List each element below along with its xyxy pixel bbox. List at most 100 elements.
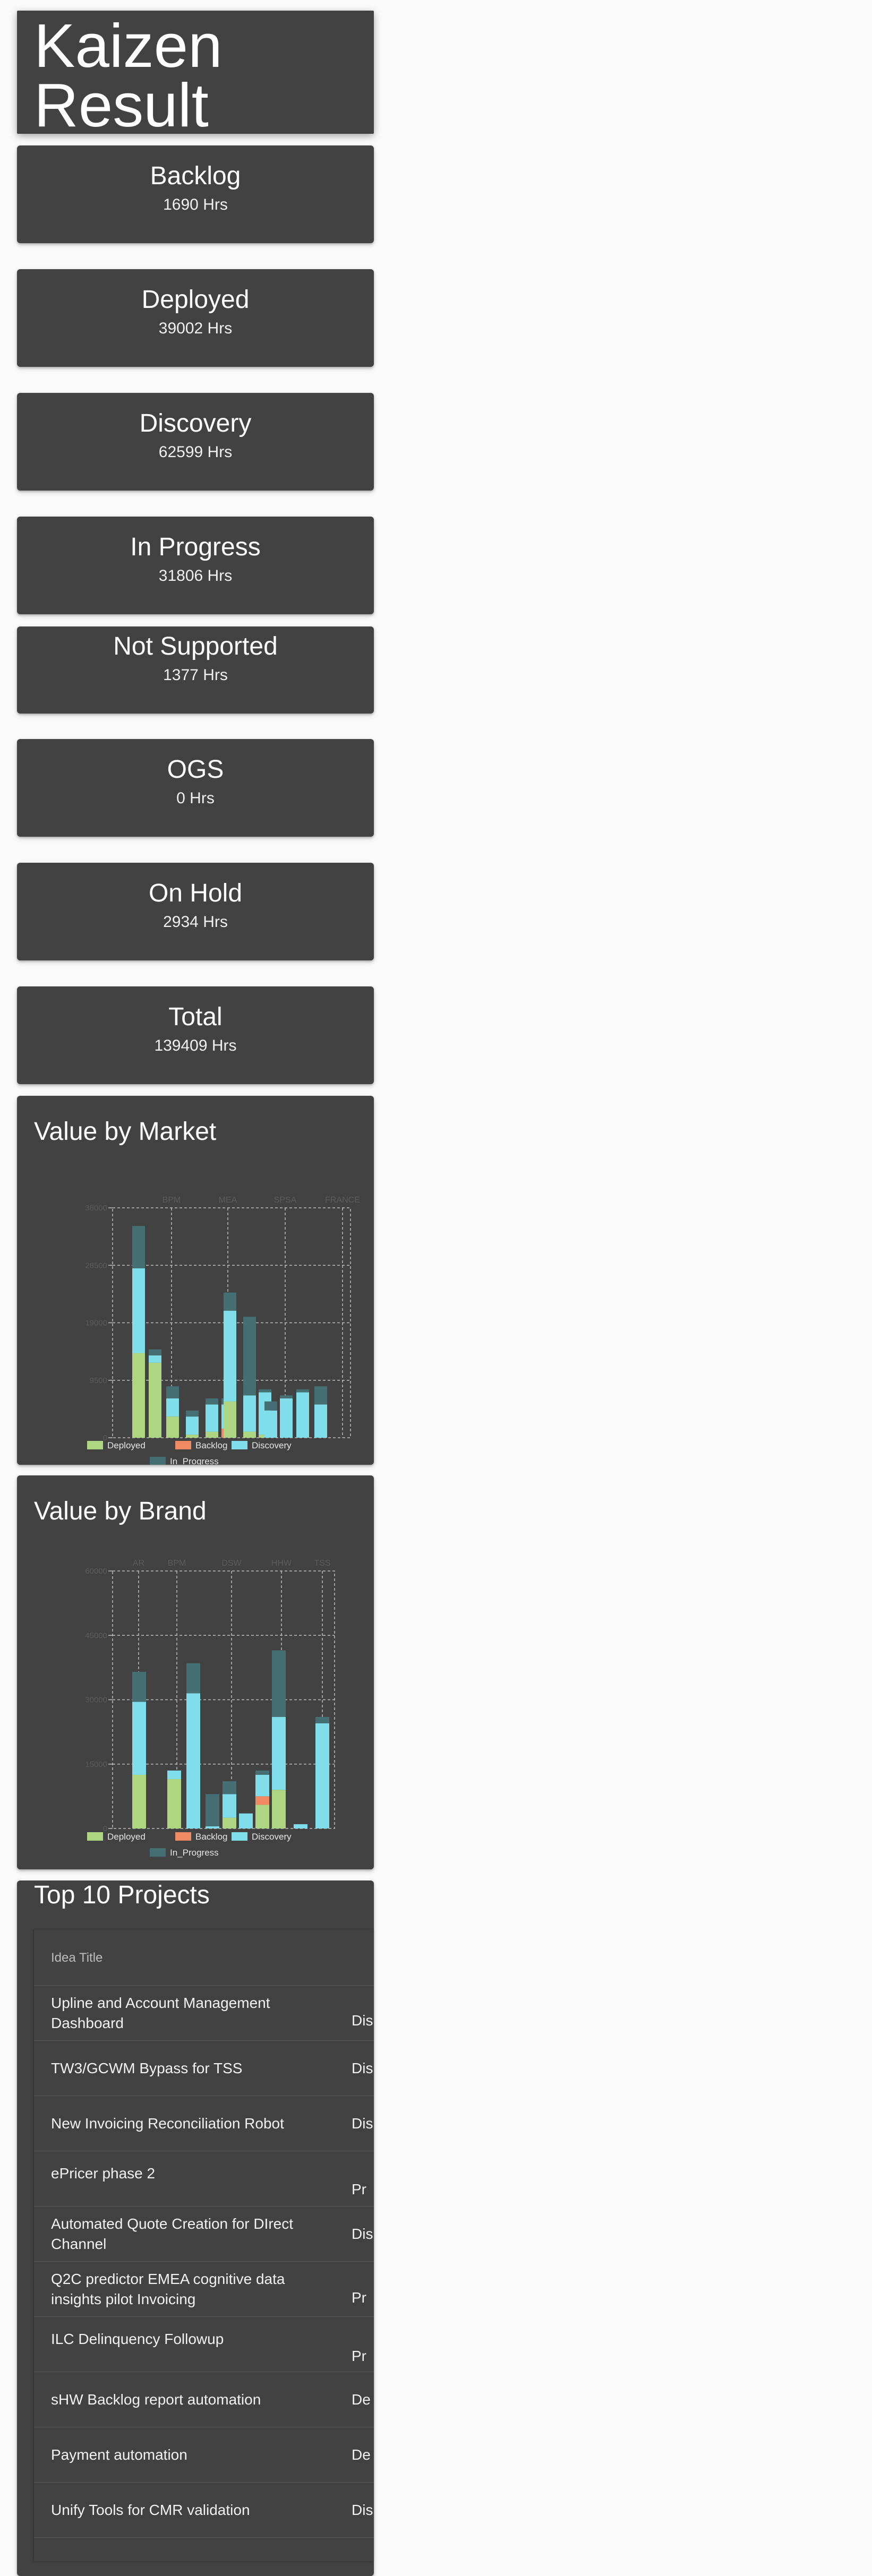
bar-segment-in-progress: [186, 1410, 199, 1417]
bar-segment-discovery: [206, 1826, 219, 1828]
stat-label: Total: [168, 1003, 223, 1031]
top-axis-label: SPSA: [274, 1196, 297, 1205]
y-tick-label: 9500: [90, 1376, 107, 1385]
stat-label: Discovery: [139, 409, 252, 437]
top-axis-label: DSW: [221, 1559, 242, 1568]
legend-swatch: [175, 1441, 191, 1449]
bar-segment-in-progress: [272, 1650, 286, 1717]
top-axis-label: TSS: [314, 1559, 330, 1568]
top-axis-label: BPM: [168, 1559, 186, 1568]
legend-label: Backlog: [195, 1832, 227, 1842]
bar-segment-in-progress: [264, 1401, 277, 1411]
table-row[interactable]: ePricer phase 2 Pr: [34, 2151, 374, 2206]
bar-segment-in-progress: [206, 1398, 218, 1405]
stat-label: On Hold: [148, 879, 243, 907]
stat-value: 62599 Hrs: [158, 443, 233, 461]
stat-card-ogs: OGS 0 Hrs: [17, 739, 374, 837]
legend-label: In_Progress: [170, 1456, 219, 1465]
top-axis-label: MEA: [219, 1196, 237, 1205]
bar-segment-deployed: [132, 1774, 146, 1828]
bar-segment-discovery: [264, 1410, 277, 1438]
table-row[interactable]: Upline and Account Management Dashboard …: [34, 1986, 374, 2041]
stat-card-deployed: Deployed 39002 Hrs: [17, 269, 374, 367]
chart-card-brand: Value by Brand 0 15000 30000 45000 60000 AR BP…: [17, 1475, 374, 1869]
top-axis-label: HHW: [271, 1559, 292, 1568]
y-tick-label: 0: [103, 1824, 107, 1833]
legend-label: Backlog: [195, 1440, 227, 1450]
brand-chart: 0 15000 30000 45000 60000 AR BPM DSW HHW TSS Deplo…: [85, 1559, 335, 1858]
y-tick-label: 38000: [85, 1204, 107, 1213]
idea-title-cell: Payment automation: [51, 2446, 187, 2463]
stat-card-backlog: Backlog 1690 Hrs: [17, 145, 374, 243]
bar-segment-in-progress: [315, 1716, 329, 1723]
table-row[interactable]: Automated Quote Creation for DIrect Chan…: [34, 2206, 374, 2262]
table-row[interactable]: Unify Tools for CMR validation Dis: [34, 2483, 374, 2538]
table-row[interactable]: Payment automation De: [34, 2427, 374, 2483]
bar-segment-deployed: [166, 1416, 179, 1438]
table-row[interactable]: Q2C predictor EMEA cognitive data insigh…: [34, 2262, 374, 2317]
status-cell: Dis: [352, 2060, 373, 2076]
stat-value: 139409 Hrs: [154, 1037, 237, 1054]
stat-value: 31806 Hrs: [158, 567, 233, 585]
stat-label: OGS: [167, 755, 224, 784]
bar-segment-discovery: [167, 1770, 181, 1780]
bar-segment-discovery: [239, 1813, 253, 1828]
idea-title-cell: Upline and Account Management Dashboard: [51, 1994, 270, 2031]
stat-label: Deployed: [141, 286, 250, 314]
table-row[interactable]: New Invoicing Reconciliation Robot Dis: [34, 2096, 374, 2151]
chart-title: Value by Brand: [34, 1497, 207, 1525]
stat-value: 1377 Hrs: [163, 666, 228, 684]
status-cell: Pr: [352, 2181, 366, 2197]
legend-swatch: [232, 1832, 247, 1841]
top-axis-label: FRANCE: [325, 1196, 360, 1205]
stat-value: 2934 Hrs: [163, 913, 228, 931]
idea-title-cell: sHW Backlog report automation: [51, 2391, 261, 2408]
bar-segment-deployed: [149, 1362, 161, 1438]
stat-card-total: Total 139409 Hrs: [17, 986, 374, 1084]
stat-card-on-hold: On Hold 2934 Hrs: [17, 863, 374, 960]
bar-segment-backlog: [255, 1796, 269, 1805]
bar-segment-discovery: [314, 1404, 327, 1438]
bar-segment-deployed: [206, 1431, 218, 1438]
table-row[interactable]: ILC Delinquency Followup Pr: [34, 2317, 374, 2372]
y-tick-label: 60000: [85, 1567, 107, 1576]
bar-segment-discovery: [255, 1774, 269, 1797]
bar-segment-discovery: [315, 1723, 329, 1828]
y-tick-label: 30000: [85, 1696, 107, 1705]
projects-table[interactable]: Idea Title Upline and Account Management…: [34, 1929, 374, 2561]
top-projects-card: Top 10 Projects Idea Title Upline and Ac…: [17, 1881, 374, 2576]
table-row[interactable]: sHW Backlog report automation De: [34, 2372, 374, 2427]
idea-title-cell: Q2C predictor EMEA cognitive data insigh…: [51, 2270, 285, 2307]
idea-title-cell: New Invoicing Reconciliation Robot: [51, 2115, 284, 2132]
legend-swatch: [150, 1457, 166, 1465]
bar-segment-in-progress: [224, 1292, 236, 1311]
bar-segment-in-progress: [296, 1389, 309, 1393]
legend-label: In_Progress: [170, 1848, 219, 1858]
bar-segment-discovery: [166, 1398, 179, 1417]
bar-segment-in-progress: [206, 1794, 219, 1826]
column-header-idea-title[interactable]: Idea Title: [51, 1951, 103, 1965]
table-title: Top 10 Projects: [34, 1881, 210, 1909]
stat-label: Backlog: [150, 162, 241, 190]
bar-segment-discovery: [296, 1392, 309, 1438]
table-row[interactable]: TW3/GCWM Bypass for TSS Dis: [34, 2041, 374, 2096]
bar-segment-discovery: [132, 1268, 145, 1353]
bar-segment-discovery: [224, 1310, 236, 1402]
status-cell: Dis: [352, 2012, 373, 2029]
bar-segment-in-progress: [255, 1770, 269, 1775]
status-cell: De: [352, 2391, 371, 2408]
legend-label: Deployed: [107, 1440, 146, 1450]
bar-segment-deployed: [167, 1779, 181, 1828]
legend-swatch: [87, 1832, 103, 1841]
idea-title-cell: Unify Tools for CMR validation: [51, 2501, 250, 2518]
status-cell: Pr: [352, 2348, 366, 2364]
legend-swatch: [175, 1832, 191, 1841]
stat-card-discovery: Discovery 62599 Hrs: [17, 393, 374, 491]
idea-title-cell: ePricer phase 2: [51, 2165, 156, 2182]
y-tick-label: 15000: [85, 1760, 107, 1769]
idea-title-cell: Automated Quote Creation for DIrect Chan…: [51, 2215, 293, 2252]
bar-segment-deployed: [224, 1401, 236, 1438]
idea-title-cell: ILC Delinquency Followup: [51, 2331, 224, 2347]
stat-value: 39002 Hrs: [158, 320, 233, 337]
stat-label: Not Supported: [113, 632, 278, 660]
